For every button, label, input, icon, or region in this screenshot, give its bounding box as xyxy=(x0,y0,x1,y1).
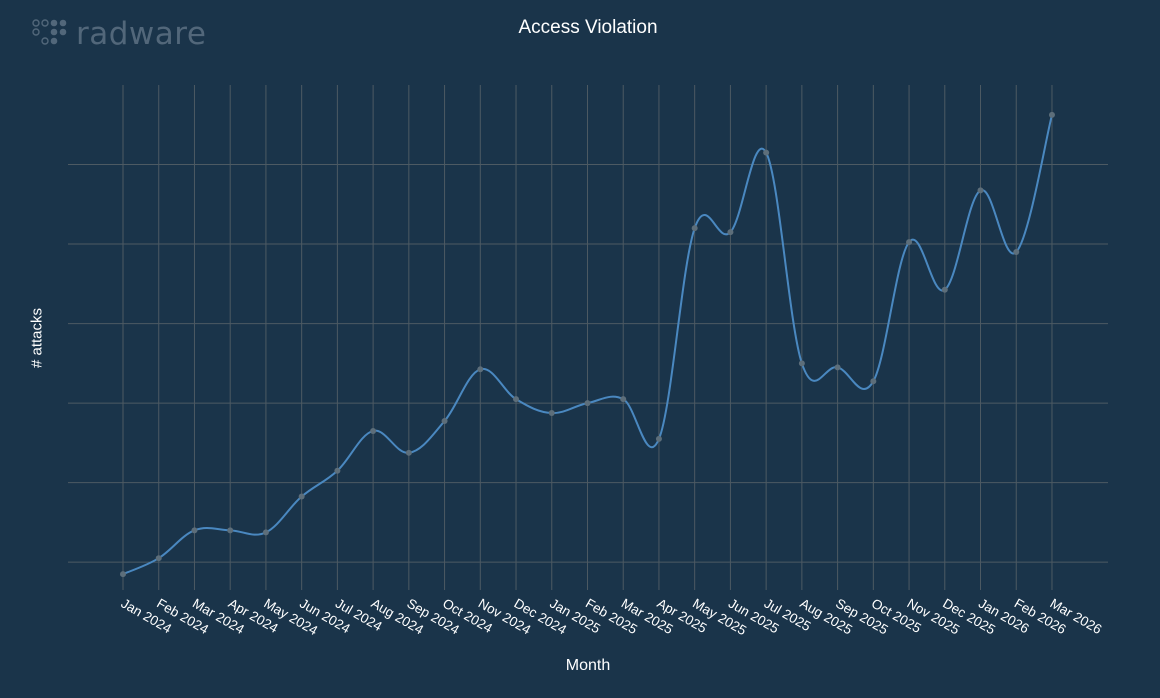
data-point[interactable] xyxy=(334,467,341,474)
data-point[interactable] xyxy=(941,286,948,293)
data-point[interactable] xyxy=(655,435,662,442)
chart-title: Access Violation xyxy=(518,17,658,38)
data-point[interactable] xyxy=(191,527,198,534)
data-point[interactable] xyxy=(405,449,412,456)
data-point[interactable] xyxy=(298,493,305,500)
radware-dots-icon xyxy=(32,19,67,45)
data-point[interactable] xyxy=(155,555,162,562)
radware-logo: radware xyxy=(32,17,206,51)
data-point[interactable] xyxy=(370,427,377,434)
x-axis-label: Month xyxy=(565,657,611,674)
data-point[interactable] xyxy=(870,378,877,385)
data-point[interactable] xyxy=(441,418,448,425)
data-point[interactable] xyxy=(834,364,841,371)
data-point[interactable] xyxy=(977,187,984,194)
data-point[interactable] xyxy=(691,225,698,232)
chart-grid xyxy=(68,85,1108,590)
data-point[interactable] xyxy=(1048,111,1055,118)
data-point[interactable] xyxy=(120,571,126,578)
data-point[interactable] xyxy=(477,366,484,373)
data-point[interactable] xyxy=(227,527,234,534)
data-point[interactable] xyxy=(262,529,269,536)
data-point[interactable] xyxy=(798,360,805,367)
data-point[interactable] xyxy=(763,149,770,156)
data-point[interactable] xyxy=(584,400,591,407)
data-point[interactable] xyxy=(1013,249,1020,256)
logo-text: radware xyxy=(76,16,207,52)
data-point[interactable] xyxy=(548,410,555,417)
chart-markers xyxy=(120,111,1055,578)
data-point[interactable] xyxy=(620,396,627,403)
data-point[interactable] xyxy=(727,229,734,236)
data-point[interactable] xyxy=(513,396,520,403)
data-point[interactable] xyxy=(906,239,913,246)
